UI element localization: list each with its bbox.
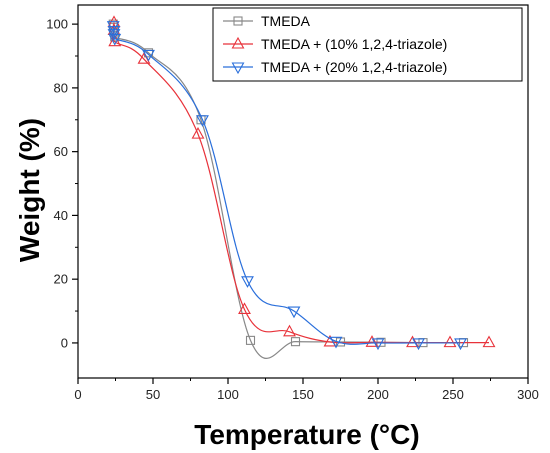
legend-entry: TMEDA + (20% 1,2,4-triazole) (223, 59, 447, 75)
series-1-point (245, 335, 256, 345)
x-tick-label: 250 (442, 387, 464, 402)
legend-marker (233, 16, 243, 26)
series-1-point (290, 337, 301, 347)
x-axis-title: Temperature (°C) (194, 419, 419, 450)
series-3-point (107, 25, 121, 38)
legend-label: TMEDA + (20% 1,2,4-triazole) (261, 59, 447, 75)
y-tick-label: 20 (54, 272, 68, 287)
y-tick-label: 80 (54, 80, 68, 95)
y-axis-title: Weight (%) (14, 118, 45, 262)
series-2-point (283, 324, 296, 337)
series-3-point (108, 33, 122, 46)
y-tick-label: 40 (54, 208, 68, 223)
series-2-point (482, 335, 496, 348)
series-3-line (111, 25, 461, 345)
legend-label: TMEDA + (10% 1,2,4-triazole) (261, 36, 447, 52)
legend-marker (231, 62, 245, 75)
series-2-point (406, 335, 419, 348)
series-3-point (142, 49, 155, 62)
series-layer (106, 15, 496, 359)
series-3-point (412, 338, 425, 351)
y-tick-label: 100 (46, 17, 68, 32)
x-tick-label: 50 (146, 387, 160, 402)
x-tick-label: 200 (367, 387, 389, 402)
x-tick-label: 150 (292, 387, 314, 402)
series-3-point (329, 336, 343, 349)
series-2-point (108, 34, 122, 47)
series-3-point (287, 306, 301, 319)
legend-box (212, 7, 523, 82)
x-tick-label: 100 (217, 387, 239, 402)
legend: TMEDA TMEDA + (10% 1,2,4-triazole) TMEDA +… (212, 7, 523, 82)
series-2-point (365, 335, 379, 347)
series-3-point (371, 338, 385, 351)
series-2-point (238, 302, 251, 315)
series-3-point (196, 115, 209, 127)
legend-label: TMEDA (261, 13, 311, 29)
legend-marker (231, 36, 245, 49)
x-tick-label: 300 (517, 387, 539, 402)
series-3-point (454, 338, 467, 351)
y-tick-label: 0 (61, 335, 68, 350)
x-tick-label: 0 (74, 387, 81, 402)
legend-entry: TMEDA + (10% 1,2,4-triazole) (223, 36, 447, 52)
axes-layer: 0 50 100 150 200 250 300 0 20 40 60 80 100 (46, 17, 539, 402)
series-2-point (191, 126, 205, 139)
y-tick-label: 60 (54, 144, 68, 159)
series-2-point (443, 335, 457, 348)
legend-entry: TMEDA (223, 13, 311, 29)
series-3 (106, 21, 467, 351)
series-3-point (241, 276, 254, 288)
